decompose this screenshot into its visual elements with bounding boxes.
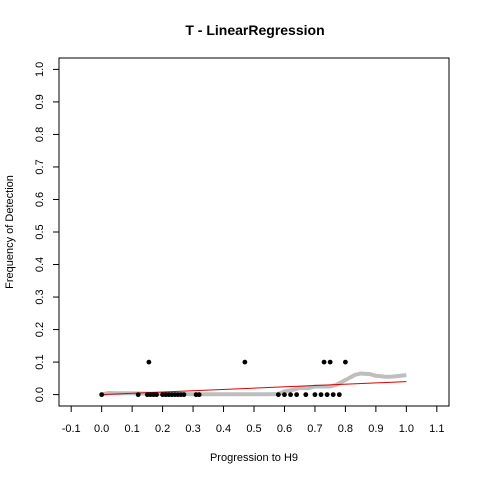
scatter-point bbox=[327, 359, 333, 365]
scatter-point bbox=[312, 392, 318, 398]
y-tick-label: 0.5 bbox=[34, 224, 46, 239]
x-tick-label: 0.4 bbox=[216, 423, 231, 435]
y-tick-label: 0.8 bbox=[34, 127, 46, 142]
scatter-point bbox=[99, 392, 105, 398]
scatter-point bbox=[154, 392, 159, 398]
scatter-point bbox=[294, 392, 300, 398]
scatter-point bbox=[324, 392, 330, 398]
y-tick-label: 0.2 bbox=[34, 322, 46, 337]
y-tick-label: 0.3 bbox=[34, 289, 46, 304]
x-tick-label: 0.6 bbox=[277, 423, 292, 435]
y-tick-label: 0.1 bbox=[34, 354, 46, 369]
x-tick-label: 0.8 bbox=[338, 423, 353, 435]
scatter-point bbox=[275, 392, 281, 398]
x-tick-label: -0.1 bbox=[62, 423, 81, 435]
x-tick-label: 1.0 bbox=[399, 423, 414, 435]
scatter-point bbox=[321, 359, 327, 365]
x-tick-label: 0.5 bbox=[246, 423, 261, 435]
x-axis: -0.1 0.0 0.1 0.2 0.3 0.4 0.5 0.6 0.7 0.8 0.9 1.0 1.1 bbox=[62, 406, 444, 435]
scatter-point bbox=[135, 392, 141, 398]
y-tick-label: 0.9 bbox=[34, 94, 46, 109]
chart-title: T - LinearRegression bbox=[185, 22, 324, 38]
y-tick-label: 1.0 bbox=[34, 62, 46, 77]
x-tick-label: 0.9 bbox=[368, 423, 383, 435]
scatter-point bbox=[196, 392, 202, 398]
scatter-points bbox=[99, 359, 348, 398]
scatter-point bbox=[146, 359, 152, 365]
plot-area bbox=[58, 57, 450, 407]
scatter-point bbox=[181, 392, 187, 398]
scatter-point bbox=[336, 392, 342, 398]
x-tick-label: 0.1 bbox=[124, 423, 139, 435]
x-tick-label: 0.2 bbox=[155, 423, 170, 435]
scatter-point bbox=[343, 359, 348, 365]
y-tick-label: 0.6 bbox=[34, 192, 46, 207]
x-tick-label: 1.1 bbox=[429, 423, 444, 435]
y-tick-label: 0.0 bbox=[34, 387, 46, 402]
x-tick-label: 0.3 bbox=[185, 423, 200, 435]
scatter-point bbox=[318, 392, 324, 398]
scatter-point bbox=[330, 392, 336, 398]
y-tick-label: 0.7 bbox=[34, 159, 46, 174]
y-tick-label: 0.4 bbox=[34, 257, 46, 272]
x-axis-label: Progression to H9 bbox=[210, 452, 298, 464]
y-axis: 0.0 0.1 0.2 0.3 0.4 0.5 0.6 0.7 0.8 0.9 1.0 bbox=[34, 62, 59, 402]
scatter-point bbox=[288, 392, 293, 398]
x-tick-label: 0.7 bbox=[307, 423, 322, 435]
scatter-point bbox=[282, 392, 287, 398]
scatter-point bbox=[242, 359, 248, 365]
x-tick-label: 0.0 bbox=[94, 423, 109, 435]
scatter-point bbox=[303, 392, 309, 398]
y-axis-label: Frequency of Detection bbox=[4, 175, 16, 289]
